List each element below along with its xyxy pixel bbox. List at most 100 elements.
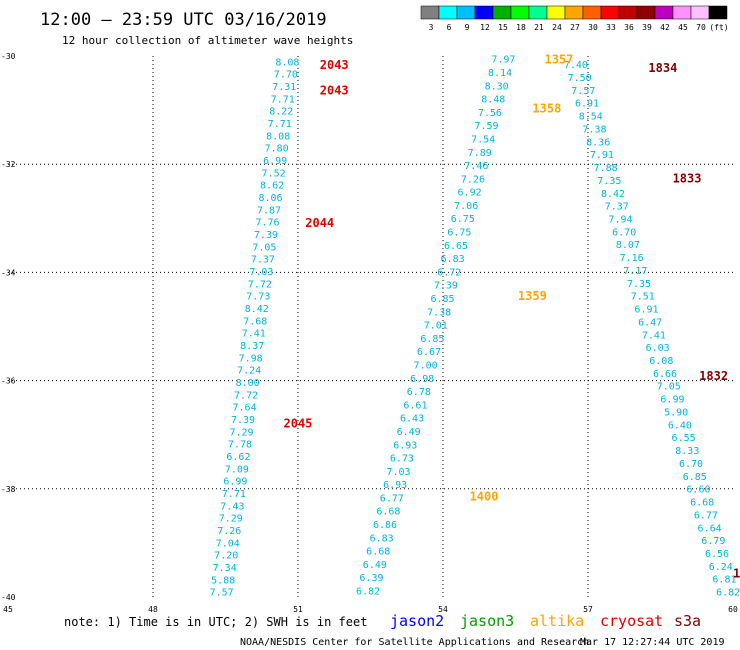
swh-value: 8.08 <box>275 57 299 68</box>
swh-value: 7.29 <box>229 427 253 438</box>
swh-value: 6.79 <box>701 536 725 547</box>
swh-value: 6.82 <box>356 587 380 598</box>
colorbar-swatch <box>654 5 674 20</box>
swh-value: 8.42 <box>601 189 625 200</box>
swh-value: 6.72 <box>437 267 461 278</box>
swh-value: 6.67 <box>417 347 441 358</box>
swh-value: 7.52 <box>262 168 286 179</box>
swh-value: 6.60 <box>686 485 710 496</box>
swh-value: 6.49 <box>397 427 421 438</box>
swh-value: 7.16 <box>620 253 644 264</box>
swh-value: 7.09 <box>225 464 249 475</box>
swh-value: 6.92 <box>458 188 482 199</box>
swh-value: 6.61 <box>403 400 427 411</box>
swh-value: 7.41 <box>242 329 266 340</box>
colorbar-label: 39 <box>642 23 652 32</box>
pass-label: 1357 <box>545 53 574 67</box>
colorbar-swatch <box>492 5 512 20</box>
grid-lines <box>8 56 733 597</box>
x-tick-label: 48 <box>148 605 158 614</box>
swh-value: 8.62 <box>260 181 284 192</box>
swh-value: 7.98 <box>239 353 263 364</box>
colorbar-swatch <box>690 5 710 20</box>
swh-value: 7.88 <box>594 163 618 174</box>
x-tick-label: 57 <box>583 605 593 614</box>
swh-value: 7.94 <box>608 214 632 225</box>
colorbar-swatch <box>636 5 656 20</box>
swh-value: 8.22 <box>269 107 293 118</box>
colorbar-swatch <box>600 5 620 20</box>
colorbar-label: 70 <box>696 23 706 32</box>
swh-value: 8.08 <box>266 131 290 142</box>
swh-value: 7.04 <box>216 538 240 549</box>
swh-value: 7.37 <box>251 255 275 266</box>
pass-label: 2044 <box>305 216 334 230</box>
swh-value: 6.82 <box>716 588 740 599</box>
pass-label: 18 <box>733 567 740 581</box>
y-tick-label: -34 <box>1 268 16 277</box>
swh-value: 6.98 <box>410 374 434 385</box>
swh-value: 6.93 <box>383 480 407 491</box>
swh-value: 6.85 <box>430 294 454 305</box>
colorbar-swatch <box>618 5 638 20</box>
chart-subtitle: 12 hour collection of altimeter wave hei… <box>62 34 353 47</box>
swh-value: 7.71 <box>271 94 295 105</box>
pass-labels: 2043 2043 2044 2045 1357 1358 1359 1400 1834 1833… <box>284 53 740 581</box>
swh-value: 7.26 <box>217 526 241 537</box>
pass-label: 2043 <box>320 58 349 72</box>
swh-value: 6.70 <box>679 459 703 470</box>
swh-value: 7.89 <box>468 148 492 159</box>
swh-value: 8.07 <box>616 240 640 251</box>
colorbar-swatch <box>528 5 548 20</box>
swh-value: 6.99 <box>263 156 287 167</box>
y-axis-ticks: -30 -32 -34 -36 -38 -40 <box>1 52 16 602</box>
x-axis-ticks: 45 48 51 54 57 60 <box>3 605 738 614</box>
swh-value: 7.01 <box>424 321 448 332</box>
swh-value: 6.93 <box>393 440 417 451</box>
swh-value: 6.68 <box>366 547 390 558</box>
swh-value: 6.40 <box>668 420 692 431</box>
swh-value: 7.39 <box>254 230 278 241</box>
swh-value: 6.73 <box>390 454 414 465</box>
swh-value: 6.91 <box>575 99 599 110</box>
swh-value: 7.29 <box>219 514 243 525</box>
swh-value: 8.33 <box>675 446 699 457</box>
satellite-legend: jason2 jason3 altika cryosat s3a <box>390 612 701 630</box>
swh-value: 7.40 <box>564 60 588 71</box>
swh-value: 7.38 <box>427 307 451 318</box>
pass-label: 2045 <box>284 416 313 430</box>
swh-observations: 8.087.707.317.718.227.718.087.806.997.52… <box>210 55 740 599</box>
swh-value: 7.57 <box>571 86 595 97</box>
swh-value: 5.88 <box>211 575 235 586</box>
swh-value: 6.77 <box>694 510 718 521</box>
swh-value: 7.59 <box>474 121 498 132</box>
swh-value: 7.03 <box>249 267 273 278</box>
colorbar-label: 24 <box>552 23 562 32</box>
swh-value: 6.70 <box>612 227 636 238</box>
swh-value: 7.71 <box>268 119 292 130</box>
colorbar-swatch <box>582 5 602 20</box>
swh-value: 7.50 <box>568 73 592 84</box>
footer-timestamp: Mar 17 12:27:44 UTC 2019 <box>580 637 725 648</box>
swh-value: 8.48 <box>481 95 505 106</box>
x-tick-label: 60 <box>728 605 738 614</box>
swh-value: 7.35 <box>597 176 621 187</box>
swh-value: 7.31 <box>272 82 296 93</box>
colorbar-label: 18 <box>516 23 526 32</box>
swh-value: 7.73 <box>246 292 270 303</box>
swh-value: 8.06 <box>259 193 283 204</box>
swh-value: 6.43 <box>400 414 424 425</box>
swh-value: 6.39 <box>359 573 383 584</box>
swh-value: 8.42 <box>245 304 269 315</box>
swh-value: 7.87 <box>257 205 281 216</box>
y-tick-label: -38 <box>1 485 16 494</box>
colorbar-swatch <box>438 5 458 20</box>
swh-value: 8.30 <box>485 81 509 92</box>
swh-value: 8.36 <box>586 137 610 148</box>
swh-value: 8.37 <box>240 341 264 352</box>
swh-value: 7.03 <box>386 467 410 478</box>
swh-value: 7.97 <box>491 55 515 66</box>
pass-label: 1834 <box>648 61 677 75</box>
swh-value: 6.08 <box>649 356 673 367</box>
